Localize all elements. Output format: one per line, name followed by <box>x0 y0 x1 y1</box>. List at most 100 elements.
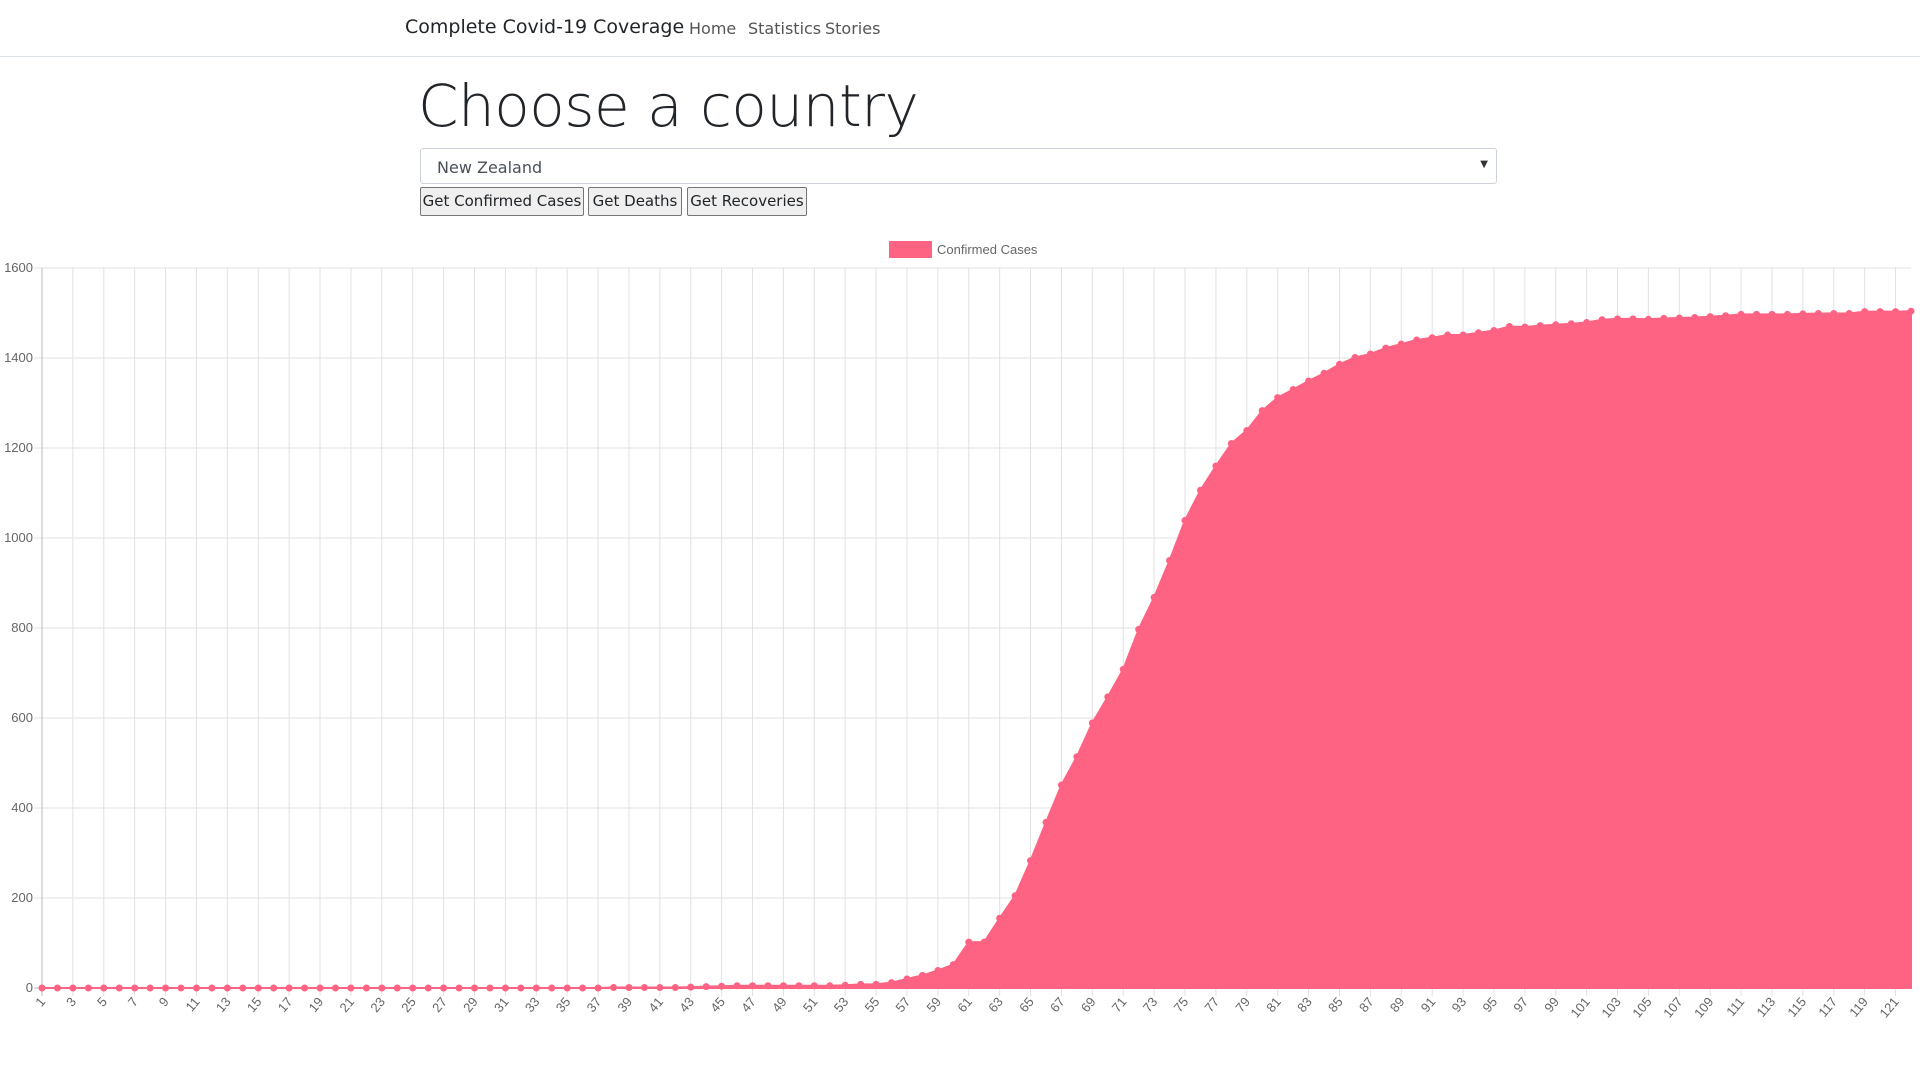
button[interactable]: Get Deaths <box>588 187 682 216</box>
point <box>996 914 1004 922</box>
point <box>702 983 710 991</box>
y-tick-label: 800 <box>11 620 33 635</box>
point <box>1042 818 1050 826</box>
x-tick-label: 85 <box>1325 994 1346 1015</box>
point <box>1351 354 1359 362</box>
x-tick-label: 71 <box>1109 994 1130 1015</box>
point <box>1181 516 1189 524</box>
point <box>1598 316 1606 324</box>
x-tick-label: 121 <box>1876 994 1901 1020</box>
point <box>687 983 695 991</box>
point <box>872 980 880 988</box>
point <box>1119 665 1127 673</box>
point <box>965 938 973 946</box>
x-tick-label: 19 <box>306 994 327 1015</box>
nav-link[interactable]: Stories <box>825 19 881 38</box>
x-tick-label: 67 <box>1047 994 1068 1015</box>
x-tick-label: 43 <box>676 994 697 1015</box>
point <box>1073 753 1081 761</box>
point <box>1644 315 1652 323</box>
nav-link[interactable]: Home <box>689 19 737 38</box>
x-tick-label: 119 <box>1846 994 1871 1020</box>
x-tick-label: 63 <box>985 994 1006 1015</box>
x-tick-label: 17 <box>275 994 296 1015</box>
x-tick-label: 97 <box>1510 994 1531 1015</box>
point <box>1552 321 1560 329</box>
point <box>1335 360 1343 368</box>
point <box>1830 309 1838 317</box>
point <box>301 984 309 992</box>
point <box>1907 307 1915 315</box>
point <box>1490 327 1498 335</box>
point <box>100 984 108 992</box>
point <box>177 984 185 992</box>
point <box>1521 323 1529 331</box>
x-tick-label: 7 <box>125 994 141 1009</box>
point <box>1150 593 1158 601</box>
x-tick-label: 47 <box>738 994 759 1015</box>
point <box>455 984 463 992</box>
x-tick-label: 117 <box>1815 994 1840 1020</box>
x-tick-label: 111 <box>1723 994 1747 1019</box>
point <box>949 961 957 969</box>
point <box>1799 310 1807 318</box>
point <box>810 982 818 990</box>
y-tick-label: 1200 <box>4 440 33 455</box>
x-tick-label: 1 <box>32 994 48 1009</box>
point <box>579 984 587 992</box>
x-tick-label: 79 <box>1232 994 1253 1015</box>
x-tick-label: 113 <box>1753 994 1778 1020</box>
country-select[interactable]: New Zealand ▼ <box>420 148 1497 184</box>
point <box>1088 719 1096 727</box>
point <box>1011 892 1019 900</box>
x-tick-label: 77 <box>1201 994 1222 1015</box>
x-tick-label: 33 <box>522 994 543 1015</box>
point <box>1382 344 1390 352</box>
point <box>1444 331 1452 339</box>
select-arrow: ▼ <box>1480 159 1488 170</box>
x-tick-label: 91 <box>1418 994 1439 1015</box>
y-tick-label: 1000 <box>4 530 33 545</box>
x-tick-label: 95 <box>1479 994 1500 1015</box>
y-tick-label: 600 <box>11 710 33 725</box>
x-tick-label: 65 <box>1016 994 1037 1015</box>
point <box>1135 625 1143 633</box>
point <box>594 984 602 992</box>
x-tick-label: 53 <box>831 994 852 1015</box>
point <box>1768 310 1776 318</box>
point <box>718 982 726 990</box>
point <box>223 984 231 992</box>
x-tick-label: 107 <box>1660 994 1685 1020</box>
point <box>424 984 432 992</box>
point <box>1459 331 1467 339</box>
point <box>1845 309 1853 317</box>
point <box>1104 693 1112 701</box>
x-tick-label: 45 <box>707 994 728 1015</box>
x-tick-label: 75 <box>1171 994 1192 1015</box>
point <box>254 984 262 992</box>
x-tick-label: 31 <box>491 994 512 1015</box>
x-tick-label: 99 <box>1541 994 1562 1015</box>
button[interactable]: Get Confirmed Cases <box>420 187 584 216</box>
x-tick-label: 115 <box>1784 994 1809 1020</box>
point <box>378 984 386 992</box>
x-tick-label: 29 <box>460 994 481 1015</box>
point <box>1475 329 1483 337</box>
point <box>888 979 896 987</box>
y-tick-label: 0 <box>26 980 33 995</box>
point <box>733 982 741 990</box>
button[interactable]: Get Recoveries <box>687 187 807 216</box>
point <box>486 984 494 992</box>
legend-label: Confirmed Cases <box>937 242 1038 257</box>
point <box>38 984 46 992</box>
nav-link[interactable]: Statistics <box>748 19 822 38</box>
point <box>1428 334 1436 342</box>
x-tick-label: 57 <box>892 994 913 1015</box>
brand[interactable]: Complete Covid-19 Coverage <box>405 16 685 38</box>
x-tick-label: 101 <box>1567 994 1592 1020</box>
point <box>393 984 401 992</box>
point <box>1505 323 1513 330</box>
heading: Choose a country <box>418 72 919 140</box>
